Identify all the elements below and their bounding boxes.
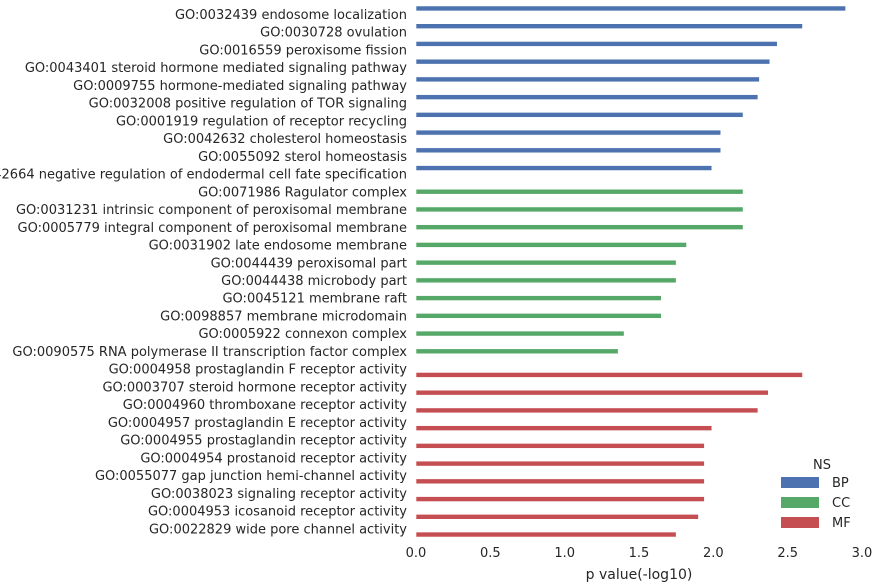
legend-label-cc: CC bbox=[832, 496, 850, 511]
x-tick-label: 0.0 bbox=[406, 546, 427, 561]
bar-mf bbox=[415, 531, 677, 538]
category-label: GO:0003707 steroid hormone receptor acti… bbox=[102, 380, 407, 395]
x-tick-label: 1.0 bbox=[554, 546, 575, 561]
category-label: GO:0044438 microbody part bbox=[221, 274, 407, 289]
bar-mf bbox=[415, 513, 699, 520]
bar-bp bbox=[415, 5, 846, 12]
bar-bp bbox=[415, 112, 744, 118]
bar-mf bbox=[415, 478, 705, 485]
category-label: GO:0032008 positive regulation of TOR si… bbox=[89, 97, 407, 112]
x-tick-label: 3.0 bbox=[852, 546, 873, 561]
category-label: GO:0044439 peroxisomal part bbox=[211, 256, 407, 271]
bar-bp bbox=[415, 58, 771, 65]
category-label: GO:0031231 intrinsic component of peroxi… bbox=[16, 203, 407, 218]
category-label: GO:0090575 RNA polymerase II transcripti… bbox=[12, 345, 407, 360]
bar-cc bbox=[415, 277, 677, 284]
bar-mf bbox=[415, 443, 705, 449]
category-label: GO:0005779 integral component of peroxis… bbox=[18, 221, 407, 236]
bar-bp bbox=[415, 76, 760, 83]
legend-swatch-bp bbox=[781, 477, 819, 488]
category-label: GO:0004954 prostanoid receptor activity bbox=[140, 451, 407, 466]
category-label: GO:0098857 membrane microdomain bbox=[160, 309, 407, 324]
category-label: GO:0055077 gap junction hemi-channel act… bbox=[95, 469, 407, 484]
bar-bp bbox=[415, 129, 722, 136]
x-tick-label: 0.5 bbox=[480, 546, 501, 561]
x-axis-title: p value(-log10) bbox=[586, 567, 693, 583]
bar-cc bbox=[415, 330, 625, 337]
bar-mf bbox=[415, 496, 705, 502]
bar-cc bbox=[415, 242, 687, 248]
bar-cc bbox=[415, 348, 619, 355]
category-label: GO:0001919 regulation of receptor recycl… bbox=[116, 114, 407, 129]
category-label: GO:0022829 wide pore channel activity bbox=[149, 522, 407, 537]
legend-label-mf: MF bbox=[832, 516, 851, 531]
legend-label-bp: BP bbox=[832, 476, 849, 491]
category-label: GO:0004957 prostaglandin E receptor acti… bbox=[108, 416, 407, 431]
bar-mf bbox=[415, 389, 769, 396]
legend-swatch-cc bbox=[781, 497, 819, 508]
bars-layer bbox=[415, 5, 846, 538]
bar-mf bbox=[415, 460, 705, 467]
bar-bp bbox=[415, 165, 713, 171]
category-label: GO:0030728 ovulation bbox=[260, 26, 407, 41]
category-label: GO:0045121 membrane raft bbox=[222, 292, 407, 307]
bar-cc bbox=[415, 206, 744, 213]
bar-cc bbox=[415, 188, 744, 195]
category-labels: GO:0032439 endosome localization GO:00307… bbox=[0, 8, 407, 537]
bar-cc bbox=[415, 313, 662, 319]
bar-bp bbox=[415, 41, 778, 47]
category-label: GO:0038023 signaling receptor activity bbox=[151, 487, 407, 502]
bar-cc bbox=[415, 295, 662, 301]
category-label: GO:0055092 sterol homeostasis bbox=[198, 150, 407, 165]
bar-mf bbox=[415, 407, 759, 414]
bar-bp bbox=[415, 147, 722, 154]
bar-cc bbox=[415, 259, 677, 266]
category-label: GO:0005922 connexon complex bbox=[198, 327, 407, 342]
legend: NS BP CC MF bbox=[781, 458, 851, 531]
bar-mf bbox=[415, 372, 803, 378]
bar-bp bbox=[415, 23, 803, 29]
bar-bp bbox=[415, 94, 759, 100]
category-label: GO:0004953 icosanoid receptor activity bbox=[148, 505, 407, 520]
category-label: GO:0042632 cholesterol homeostasis bbox=[163, 132, 407, 147]
bar-mf bbox=[415, 425, 713, 431]
legend-title: NS bbox=[813, 458, 831, 473]
category-label: GO:0071986 Ragulator complex bbox=[198, 185, 407, 200]
category-label: GO:0031902 late endosome membrane bbox=[149, 239, 407, 254]
category-label: GO:0004955 prostaglandin receptor activi… bbox=[120, 434, 407, 449]
legend-swatch-mf bbox=[781, 517, 819, 528]
category-label: GO:0009755 hormone-mediated signaling pa… bbox=[73, 79, 407, 94]
bar-cc bbox=[415, 224, 744, 230]
category-label: GO:0004958 prostaglandin F receptor acti… bbox=[109, 363, 408, 378]
x-axis: p value(-log10) 0.0 0.5 1.0 1.5 2.0 2.5 3.0 bbox=[406, 546, 873, 583]
category-label: GO:0004960 thromboxane receptor activity bbox=[123, 398, 408, 413]
x-tick-label: 2.0 bbox=[703, 546, 724, 561]
x-tick-label: 2.5 bbox=[777, 546, 798, 561]
x-tick-label: 1.5 bbox=[629, 546, 650, 561]
category-label: GO:0043401 steroid hormone mediated sign… bbox=[25, 61, 407, 76]
category-label: GO:0042664 negative regulation of endode… bbox=[0, 168, 407, 183]
category-label: GO:0032439 endosome localization bbox=[175, 8, 407, 23]
category-label: GO:0016559 peroxisome fission bbox=[199, 43, 407, 58]
